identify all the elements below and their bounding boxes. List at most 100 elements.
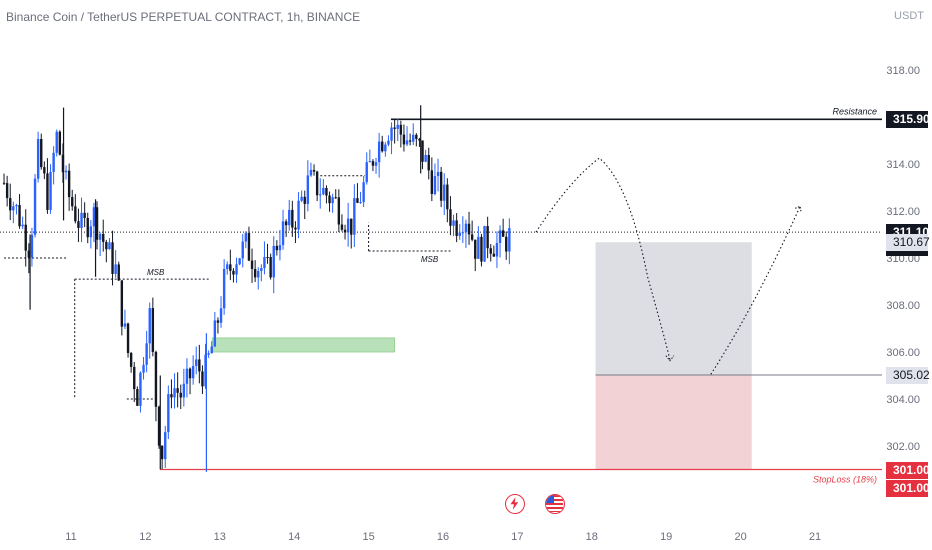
- candle-body-156: [486, 226, 489, 249]
- arrowhead-down: [665, 355, 675, 362]
- msb-label-1: MSB: [421, 255, 439, 264]
- candle-body-12: [40, 139, 43, 168]
- candle-body-11: [36, 139, 40, 179]
- candle-body-67: [210, 346, 213, 354]
- candles: [2, 105, 511, 472]
- candle-body-91: [284, 221, 288, 226]
- stop-zone-box: [595, 375, 752, 470]
- candle-body-47: [148, 308, 151, 344]
- candle-body-19: [61, 154, 65, 173]
- candle-body-53: [167, 394, 170, 433]
- candle-body-131: [408, 140, 412, 142]
- stoploss-label: StopLoss (18%): [813, 475, 877, 485]
- candle-body-22: [71, 197, 74, 207]
- y-tick-label: 302.00: [886, 441, 920, 453]
- x-tick-label: 17: [511, 531, 523, 543]
- candle-body-115: [359, 202, 362, 204]
- candle-body-51: [160, 445, 164, 460]
- candle-body-120: [374, 162, 378, 166]
- candle-body-94: [294, 227, 297, 230]
- us-flag-icon[interactable]: [545, 494, 565, 514]
- candle-body-78: [244, 233, 248, 242]
- candle-body-36: [114, 264, 117, 274]
- candle-body-75: [235, 264, 238, 275]
- candle-body-28: [89, 226, 93, 238]
- candle-body-121: [377, 141, 381, 163]
- candle-body-15: [49, 171, 52, 210]
- candle-body-20: [64, 170, 68, 173]
- candle-body-138: [430, 170, 434, 194]
- candle-body-24: [77, 221, 80, 228]
- candle-body-25: [80, 212, 83, 228]
- x-tick-label: 14: [288, 531, 300, 543]
- y-tick-label: 312.00: [886, 206, 920, 218]
- candle-body-49: [154, 351, 158, 407]
- candle-body-38: [120, 280, 124, 327]
- candle-body-128: [399, 124, 403, 135]
- candle-body-85: [266, 257, 269, 259]
- candle-body-84: [263, 257, 266, 269]
- candle-body-63: [198, 359, 201, 372]
- y-tick-label: 314.00: [886, 159, 920, 171]
- candle-body-103: [322, 187, 325, 195]
- x-tick-label: 13: [214, 531, 226, 543]
- candle-body-10: [33, 178, 37, 235]
- y-tick-label: 306.00: [886, 347, 920, 359]
- candle-body-35: [111, 242, 114, 274]
- candle-body-34: [108, 242, 111, 250]
- candle-body-76: [238, 258, 241, 265]
- candle-body-40: [126, 323, 130, 353]
- y-tick-label: 304.00: [886, 394, 920, 406]
- candle-body-98: [306, 175, 310, 204]
- candle-body-7: [24, 224, 27, 251]
- candle-body-157: [489, 248, 492, 254]
- candle-body-129: [402, 134, 406, 145]
- candle-body-152: [474, 239, 477, 259]
- stoploss-price-tag: 301.00: [886, 461, 930, 479]
- x-tick-label: 12: [139, 531, 151, 543]
- candle-body-59: [185, 368, 189, 384]
- candle-body-5: [18, 205, 21, 227]
- candle-body-125: [390, 127, 393, 141]
- candle-body-73: [229, 264, 232, 271]
- candle-body-55: [173, 388, 176, 398]
- y-tick-label: 308.00: [886, 300, 920, 312]
- demand-zone: [211, 337, 396, 353]
- candle-body-122: [381, 141, 384, 152]
- candle-body-89: [278, 245, 282, 251]
- candle-body-105: [328, 195, 331, 204]
- candle-body-32: [102, 233, 105, 242]
- candle-body-14: [46, 173, 49, 210]
- candle-body-148: [461, 232, 465, 234]
- candle-body-30: [95, 207, 99, 240]
- candle-body-26: [83, 212, 86, 219]
- candle-body-79: [247, 233, 251, 261]
- candle-body-45: [142, 364, 145, 373]
- candle-body-124: [387, 140, 390, 145]
- candle-body-159: [495, 242, 499, 257]
- candle-body-133: [415, 134, 418, 139]
- candle-body-97: [303, 196, 306, 204]
- candle-body-48: [151, 308, 155, 352]
- candle-body-106: [331, 197, 334, 204]
- candle-body-116: [362, 182, 365, 203]
- candle-body-130: [405, 140, 409, 145]
- level-lines: Resistance StopLoss (18%) MSB MSB: [0, 106, 882, 485]
- candle-body-107: [334, 197, 337, 199]
- candle-body-114: [356, 198, 359, 203]
- candle-body-37: [117, 264, 120, 281]
- candle-body-65: [204, 354, 207, 387]
- candle-body-87: [272, 245, 275, 278]
- lightning-icon[interactable]: [505, 494, 525, 514]
- target-zone-box: [595, 242, 752, 376]
- position-stop-price-tag: 301.00: [886, 479, 930, 497]
- candle-body-23: [74, 206, 77, 222]
- candle-body-2: [9, 198, 12, 211]
- currency-label: USDT: [894, 10, 924, 22]
- candle-body-163: [508, 227, 511, 252]
- candle-body-6: [21, 224, 24, 227]
- candle-body-74: [232, 270, 235, 275]
- candle-body-61: [191, 365, 195, 379]
